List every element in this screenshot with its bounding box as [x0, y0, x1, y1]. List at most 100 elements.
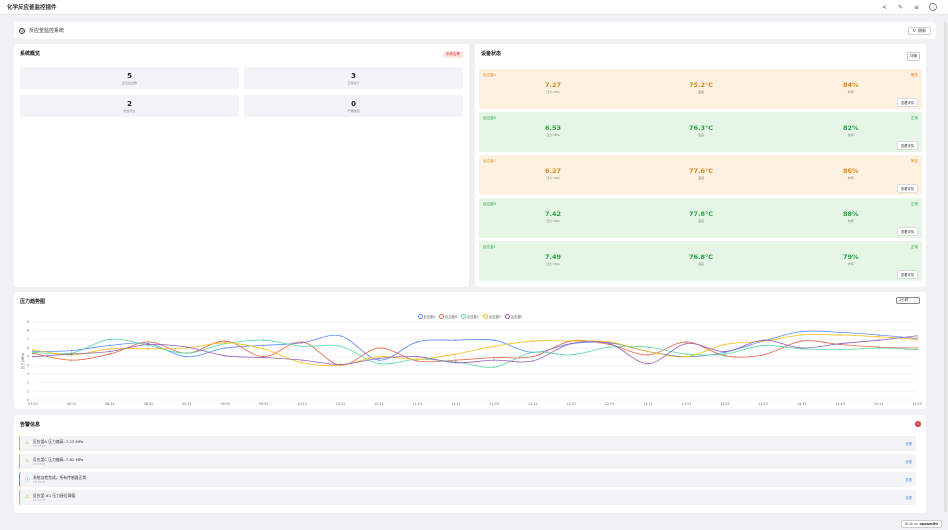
data-point	[301, 345, 303, 348]
legend-marker-icon	[504, 314, 510, 319]
legend-marker-icon	[439, 314, 445, 319]
alert-view-button[interactable]: 查看	[905, 442, 912, 446]
view-detail-button[interactable]: 查看详情	[896, 141, 918, 150]
stat-critical: 0 严重故障	[244, 95, 463, 117]
data-point	[378, 359, 380, 361]
edit-icon[interactable]: ✎	[897, 3, 904, 11]
efficiency-label: 效率	[847, 262, 854, 266]
data-point	[877, 339, 880, 341]
data-point	[416, 341, 419, 343]
device-name: 反应釜C	[483, 159, 496, 163]
refresh-button[interactable]: ↻ 刷新	[907, 26, 931, 35]
legend-item[interactable]: 反应釜E	[504, 314, 522, 319]
time-range-select[interactable]: 1小时 ⌵	[896, 297, 920, 304]
view-detail-button[interactable]: 查看详情	[896, 184, 918, 193]
stat-total: 5 反应釜总数	[20, 67, 239, 89]
pressure-label: 压力 MPa	[546, 176, 560, 180]
view-detail-button[interactable]: 查看详情	[896, 270, 918, 279]
data-point	[109, 338, 111, 341]
alert-text: 系统自检完成，所有传感器正常	[33, 475, 87, 480]
info-circle-icon: ⓘ	[25, 477, 31, 483]
temperature-value: 76.3°C	[689, 124, 714, 132]
alert-badge: 系统告警	[443, 51, 463, 58]
data-point	[262, 356, 265, 359]
refresh-icon: ↻	[912, 28, 916, 33]
alert-item: ⓘ 系统自检完成，所有传感器正常 15:33:07 查看	[19, 472, 916, 487]
built-on-badge[interactable]: Built on appsmith	[900, 520, 942, 528]
data-point	[224, 355, 226, 357]
stat-value: 3	[351, 71, 356, 80]
view-detail-button[interactable]: 查看详情	[896, 98, 918, 107]
warning-icon: ⚠	[25, 458, 30, 464]
data-point	[147, 348, 150, 350]
legend-marker-icon	[417, 314, 423, 319]
page-scrollbar[interactable]	[944, 22, 947, 512]
view-detail-button[interactable]: 查看详情	[896, 227, 918, 236]
y-tick-label: 1	[27, 389, 29, 393]
share-icon[interactable]: <	[881, 3, 888, 11]
system-logo-icon: ☺	[19, 27, 25, 34]
data-point	[916, 347, 918, 349]
app-title: 化学反应釜监控插件	[7, 5, 57, 11]
x-tick-label: 10:33	[336, 402, 345, 406]
device-status-tag: 正常	[911, 116, 918, 120]
data-point	[416, 358, 419, 361]
alert-view-button[interactable]: 查看	[905, 460, 912, 464]
legend-marker-icon	[461, 314, 467, 319]
data-point	[493, 359, 496, 361]
efficiency-value: 84%	[843, 81, 859, 89]
x-tick-label: 08:13	[67, 402, 76, 406]
device-status-tag: 警告	[911, 73, 918, 77]
data-point	[224, 342, 226, 344]
efficiency-metric: 82% 效率	[843, 125, 859, 138]
data-point	[454, 353, 457, 355]
device-name: 反应釜D	[483, 202, 497, 206]
data-point	[839, 331, 841, 334]
x-tick-label: 10:13	[297, 402, 306, 406]
temperature-value: 77.6°C	[689, 167, 714, 175]
data-point	[262, 339, 265, 341]
device-card: 反应釜D 正常 7.42 压力 MPa 77.8°C 温度 88% 效率 查看详…	[479, 198, 922, 238]
data-point	[762, 344, 765, 347]
x-tick-label: 08:53	[144, 402, 153, 406]
pressure-line-chart: 0 1 2 3 4 5 6 7 8 9 07:53 08:13 08:33 08:53 09:13 09:33…	[20, 320, 922, 406]
x-tick-label: 15:13	[874, 402, 883, 406]
pressure-metric: 6.53 压力 MPa	[545, 125, 561, 138]
stat-normal: 3 正常运行	[244, 67, 463, 89]
stat-value: 2	[127, 99, 132, 108]
data-point	[800, 347, 803, 349]
chart-legend: 反应釜A 反应釜B 反应釜C 反应釜D 反应釜E	[14, 314, 926, 319]
data-point	[262, 344, 265, 347]
data-point	[109, 350, 111, 353]
y-tick-label: 3	[27, 372, 29, 376]
alert-item: ⚠ 反应釜 #1 压力接近阈值 15:33:07 查看	[19, 490, 916, 505]
legend-item[interactable]: 反应釜D	[482, 314, 501, 319]
pressure-value: 7.49	[545, 253, 562, 261]
menu-icon[interactable]: ≡	[913, 3, 920, 11]
legend-item[interactable]: 反应釜B	[439, 314, 457, 319]
device-card: 反应釜A 警告 7.27 压力 MPa 75.2°C 温度 84% 效率 查看详…	[479, 69, 922, 109]
alert-view-button[interactable]: 查看	[905, 478, 912, 482]
alert-view-button[interactable]: 查看	[905, 496, 912, 500]
y-tick-label: 9	[27, 320, 29, 324]
y-tick-label: 8	[27, 329, 29, 333]
system-title: 反应釜监控系统	[29, 28, 65, 34]
data-point	[378, 347, 380, 349]
data-point	[109, 348, 111, 350]
data-point	[70, 353, 73, 355]
data-point	[416, 355, 419, 358]
data-point	[877, 335, 880, 338]
data-point	[301, 341, 303, 343]
data-point	[185, 355, 188, 358]
info-icon[interactable]: i	[929, 3, 937, 11]
stat-value: 5	[127, 71, 132, 80]
temperature-label: 温度	[698, 90, 705, 94]
device-detail-button[interactable]: 详情	[907, 52, 920, 61]
x-tick-label: 14:33	[797, 402, 806, 406]
legend-item[interactable]: 反应釜A	[417, 314, 435, 319]
legend-marker-icon	[482, 314, 488, 319]
legend-item[interactable]: 反应釜C	[461, 314, 479, 319]
alert-time: 15:33:07	[33, 444, 46, 448]
x-tick-label: 11:13	[413, 402, 422, 406]
data-point	[185, 352, 188, 354]
